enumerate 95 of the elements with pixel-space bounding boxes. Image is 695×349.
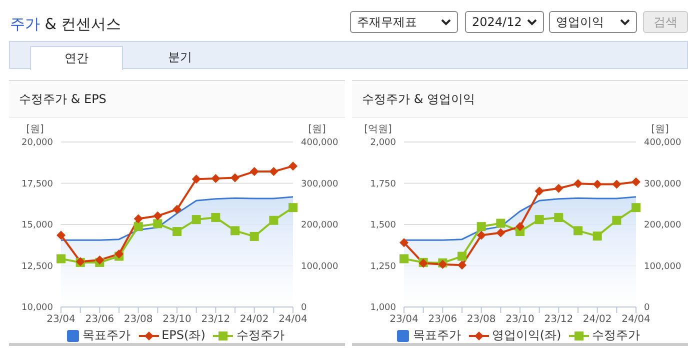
point	[211, 212, 220, 222]
x-tick-label: 24/04	[278, 314, 308, 326]
point	[192, 174, 201, 184]
text: 주재무제표	[357, 14, 417, 30]
y-tick-label: 10,000	[22, 303, 54, 314]
chart-title: 수정주가 & 영업이익	[352, 81, 688, 118]
y2-tick-label: 400,000	[301, 138, 338, 148]
y2-tick-label: 400,000	[644, 138, 682, 148]
x-tick-label: 23/12	[544, 314, 574, 326]
point	[554, 212, 564, 222]
y2-tick-label: 300,000	[301, 179, 338, 190]
point	[534, 215, 544, 224]
legend-label: 목표주가	[82, 327, 131, 344]
point	[230, 226, 240, 236]
x-tick-label: 23/10	[506, 314, 534, 326]
point	[56, 230, 66, 240]
x-tick-label: 23/10	[162, 314, 192, 326]
point	[612, 180, 622, 189]
point	[288, 203, 298, 212]
point	[134, 214, 143, 224]
point	[95, 255, 104, 264]
y-tick-label: 15,000	[22, 220, 54, 231]
text: 분기	[167, 49, 193, 66]
y-tick-label: 12,500	[22, 262, 54, 272]
y-tick-label: 1,250	[370, 262, 396, 272]
legend-label: 목표주가	[412, 327, 461, 344]
x-tick-label: 24/02	[582, 314, 612, 326]
y-tick-label: 20,000	[22, 138, 54, 148]
y-tick-label: 1,500	[370, 220, 396, 231]
point	[250, 167, 259, 176]
point	[554, 184, 564, 193]
point	[269, 216, 278, 225]
text: 2024/12	[472, 15, 522, 29]
y-axis-title: [원]	[26, 124, 44, 135]
point	[230, 173, 240, 182]
x-tick-label: 23/04	[46, 314, 76, 326]
point	[56, 254, 66, 264]
point	[288, 162, 298, 171]
point	[269, 167, 278, 176]
x-tick-label: 24/04	[622, 314, 650, 326]
point	[574, 226, 582, 236]
legend-label: 영업이익(좌)	[490, 327, 562, 344]
text: 검색	[643, 11, 688, 33]
y2-tick-label: 0	[644, 303, 650, 314]
point	[516, 222, 524, 231]
text: 연간	[30, 46, 123, 70]
legend-label: 수정주가	[235, 327, 284, 344]
point	[534, 186, 544, 196]
x-tick-label: 23/12	[201, 314, 230, 326]
text: 주가 & 컨센서스	[10, 15, 122, 34]
point	[172, 227, 182, 236]
point	[153, 211, 162, 220]
y-tick-label: 17,500	[22, 179, 54, 190]
point	[400, 238, 408, 248]
y2-tick-label: 300,000	[644, 179, 682, 190]
legend-label: 수정주가	[591, 327, 640, 344]
y-tick-label: 2,000	[370, 138, 396, 148]
point	[211, 174, 220, 183]
point	[134, 222, 143, 232]
x-tick-label: 23/08	[466, 314, 496, 326]
y-tick-label: 1,750	[370, 179, 396, 190]
point	[632, 203, 640, 212]
point	[496, 218, 506, 228]
point	[592, 180, 602, 189]
point	[250, 232, 259, 241]
text: 영업이익	[556, 14, 604, 30]
y2-axis-title: [원]	[308, 124, 326, 135]
x-tick-label: 23/06	[85, 314, 114, 326]
point	[592, 232, 602, 241]
point	[476, 230, 486, 240]
y-axis-title: [억원]	[364, 124, 392, 135]
y2-tick-label: 100,000	[644, 262, 682, 272]
point	[612, 216, 622, 225]
point	[458, 260, 466, 270]
y2-axis-title: [원]	[651, 124, 669, 135]
x-tick-label: 23/06	[428, 314, 458, 326]
point	[496, 228, 506, 238]
point	[574, 179, 582, 188]
y2-tick-label: 200,000	[644, 220, 682, 231]
point	[192, 215, 201, 224]
x-tick-label: 24/02	[240, 314, 269, 326]
point	[632, 177, 640, 186]
y-tick-label: 1,000	[370, 303, 396, 314]
x-tick-label: 23/04	[390, 314, 418, 326]
point	[153, 219, 162, 228]
x-tick-label: 23/08	[124, 314, 153, 326]
point	[476, 222, 486, 232]
chart-title: 수정주가 & EPS	[9, 81, 345, 118]
point	[172, 204, 182, 214]
y2-tick-label: 100,000	[301, 262, 338, 272]
legend-label: EPS(좌)	[160, 327, 206, 344]
y2-tick-label: 200,000	[301, 220, 338, 231]
point	[458, 252, 466, 261]
point	[400, 254, 408, 264]
y2-tick-label: 0	[301, 303, 307, 314]
